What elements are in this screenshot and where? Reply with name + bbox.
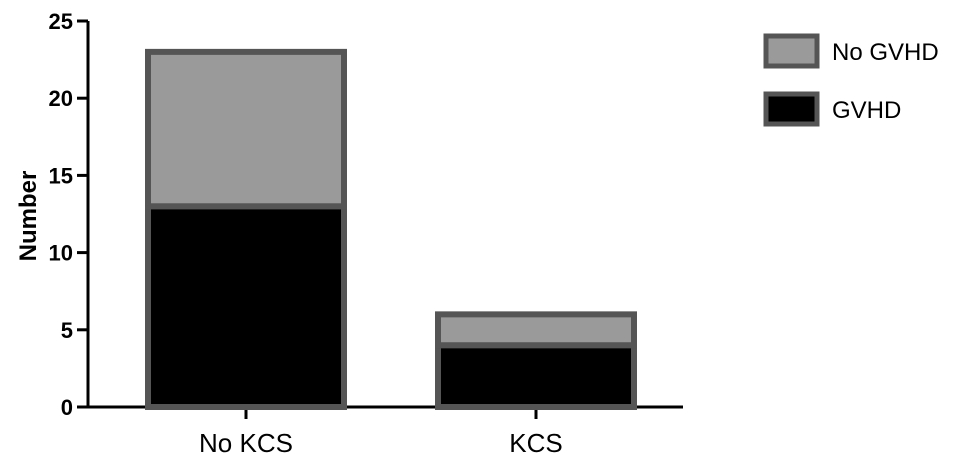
x-tick-label: No KCS: [199, 428, 293, 458]
y-tick-label: 10: [49, 241, 73, 266]
y-tick-label: 25: [49, 9, 73, 34]
y-tick-label: 0: [61, 395, 73, 420]
bars: [145, 48, 637, 410]
x-tick-label: KCS: [509, 428, 562, 458]
y-tick-label: 20: [49, 86, 73, 111]
y-tick-label: 15: [49, 163, 73, 188]
bar-segment: [435, 342, 637, 410]
legend-label: No GVHD: [832, 39, 939, 66]
y-axis: 0 5 10 15 20 25: [49, 9, 90, 420]
legend-swatch: [763, 33, 820, 69]
y-axis-title: Number: [15, 171, 42, 262]
bar-segment: [145, 48, 347, 210]
legend-label: GVHD: [832, 97, 901, 124]
bar-segment: [435, 311, 637, 349]
x-axis: No KCS KCS: [86, 405, 683, 458]
y-tick-label: 5: [61, 318, 73, 343]
legend: No GVHD GVHD: [763, 33, 939, 127]
legend-swatch: [763, 91, 820, 127]
bar-segment: [145, 203, 347, 410]
